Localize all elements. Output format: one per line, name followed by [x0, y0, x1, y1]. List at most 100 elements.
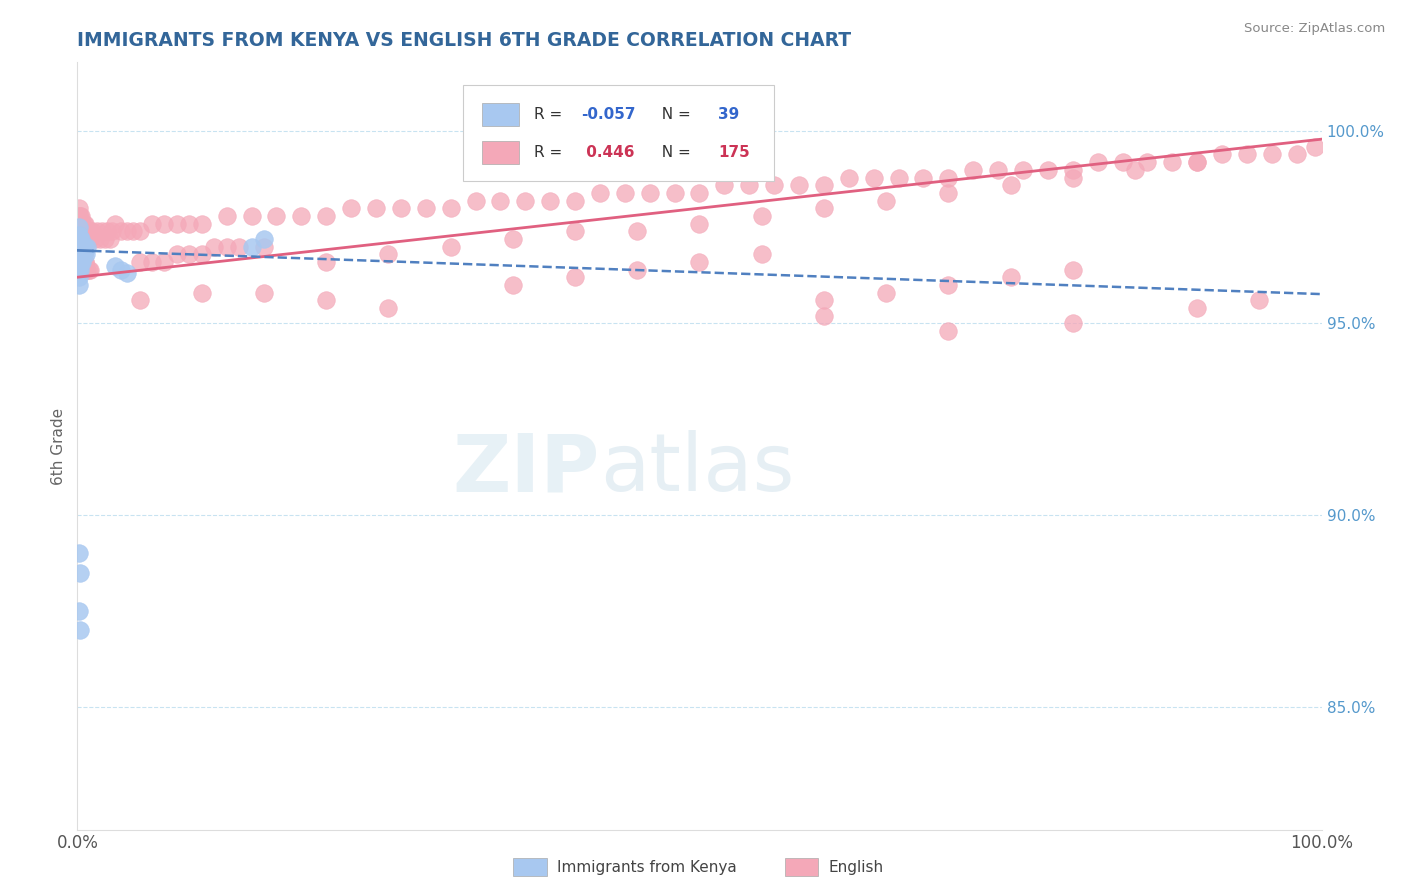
Point — [79, 262, 101, 277]
Point — [96, 224, 118, 238]
Point — [72, 239, 94, 253]
Point — [253, 232, 276, 246]
Text: -0.057: -0.057 — [581, 107, 636, 122]
Point — [67, 217, 90, 231]
Point — [179, 247, 201, 261]
Point — [69, 232, 91, 246]
Point — [67, 546, 90, 560]
Point — [738, 178, 761, 193]
Point — [1012, 162, 1035, 177]
Point — [1161, 155, 1184, 169]
Point — [72, 239, 94, 253]
Point — [191, 217, 214, 231]
Point — [75, 224, 97, 238]
Point — [67, 227, 90, 242]
Point — [1087, 155, 1109, 169]
Point — [72, 217, 94, 231]
Point — [936, 277, 959, 292]
Point — [253, 285, 276, 300]
Point — [315, 293, 337, 308]
Point — [1111, 155, 1133, 169]
Point — [75, 232, 97, 246]
Point — [73, 217, 96, 231]
Point — [69, 224, 91, 238]
Point — [67, 224, 90, 238]
Point — [936, 170, 959, 185]
Point — [79, 232, 101, 246]
Point — [70, 217, 93, 231]
Point — [69, 217, 91, 231]
Point — [813, 293, 835, 308]
Point — [67, 224, 90, 238]
Point — [564, 270, 586, 285]
Text: R =: R = — [534, 145, 567, 161]
Point — [1062, 162, 1084, 177]
Text: IMMIGRANTS FROM KENYA VS ENGLISH 6TH GRADE CORRELATION CHART: IMMIGRANTS FROM KENYA VS ENGLISH 6TH GRA… — [77, 30, 852, 50]
Point — [83, 232, 105, 246]
Point — [104, 259, 127, 273]
Point — [377, 301, 399, 315]
Point — [538, 194, 561, 208]
Point — [626, 224, 648, 238]
Text: R =: R = — [534, 107, 567, 122]
Point — [1123, 162, 1146, 177]
Point — [72, 232, 94, 246]
Point — [515, 194, 537, 208]
Point — [887, 170, 910, 185]
Point — [115, 224, 138, 238]
Point — [67, 217, 90, 231]
Point — [67, 277, 90, 292]
Point — [101, 224, 124, 238]
Point — [813, 309, 835, 323]
Point — [1062, 316, 1084, 330]
Point — [1062, 170, 1084, 185]
Point — [77, 224, 100, 238]
Bar — [482, 103, 519, 126]
Point — [340, 201, 363, 215]
Point — [215, 209, 238, 223]
Point — [464, 194, 486, 208]
Point — [70, 239, 93, 253]
Point — [73, 224, 96, 238]
Point — [67, 270, 90, 285]
Point — [69, 239, 91, 253]
Point — [67, 604, 90, 618]
Point — [70, 247, 93, 261]
Point — [91, 224, 114, 238]
Text: N =: N = — [652, 145, 696, 161]
Point — [489, 194, 512, 208]
Point — [70, 209, 93, 223]
Point — [69, 566, 91, 580]
Point — [70, 232, 93, 246]
Point — [202, 239, 225, 253]
Point — [128, 224, 150, 238]
Point — [69, 255, 91, 269]
Point — [1036, 162, 1059, 177]
Point — [166, 217, 188, 231]
Point — [72, 247, 94, 261]
Point — [69, 247, 91, 261]
Point — [69, 209, 91, 223]
Point — [290, 209, 312, 223]
Point — [1000, 270, 1022, 285]
Point — [813, 178, 835, 193]
Point — [69, 232, 91, 246]
Point — [72, 232, 94, 246]
Point — [73, 255, 96, 269]
Point — [875, 194, 897, 208]
Point — [67, 239, 90, 253]
Point — [153, 217, 176, 231]
Text: Source: ZipAtlas.com: Source: ZipAtlas.com — [1244, 22, 1385, 36]
FancyBboxPatch shape — [463, 86, 775, 181]
Point — [564, 224, 586, 238]
Point — [67, 209, 90, 223]
Text: 0.446: 0.446 — [581, 145, 634, 161]
Point — [67, 201, 90, 215]
Bar — [482, 142, 519, 164]
Point — [72, 217, 94, 231]
Point — [70, 239, 93, 253]
Point — [110, 262, 132, 277]
Point — [89, 232, 111, 246]
Point — [75, 262, 97, 277]
Point — [502, 277, 524, 292]
